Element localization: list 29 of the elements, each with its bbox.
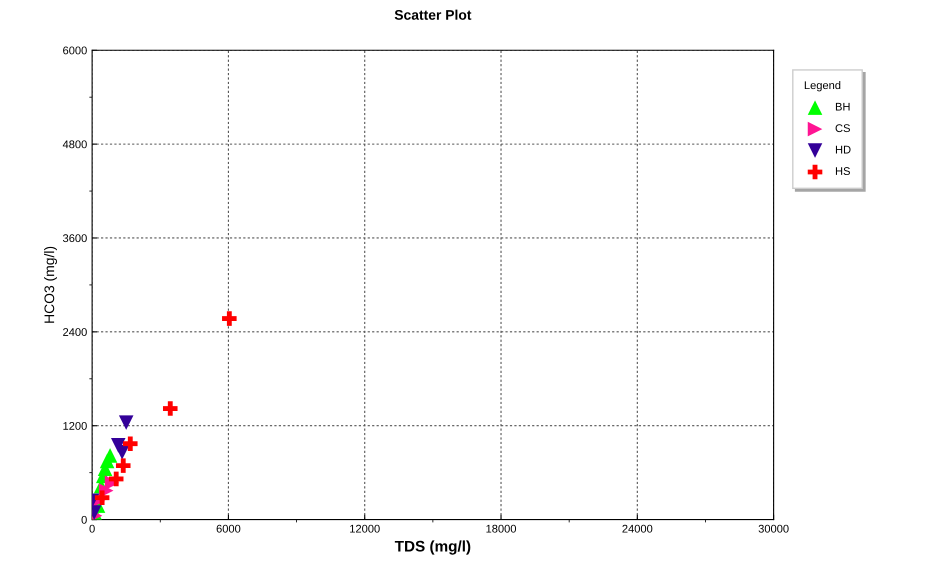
point	[116, 458, 131, 473]
chart-title: Scatter Plot	[394, 10, 472, 20]
point	[222, 311, 237, 326]
legend-title: Legend	[804, 80, 840, 92]
legend-label: HS	[836, 167, 850, 176]
x-tick-label: 0	[89, 524, 95, 533]
y-tick-label: 1200	[63, 422, 87, 430]
x-tick-label: 24000	[622, 524, 652, 533]
point	[123, 436, 138, 452]
y-tick-label: 0	[82, 516, 87, 524]
point	[162, 401, 178, 416]
x-tick-label: 18000	[486, 524, 516, 533]
point	[108, 472, 124, 486]
point	[94, 490, 110, 505]
x-tick-label: 6000	[216, 524, 240, 533]
y-tick-label: 3600	[62, 234, 87, 242]
y-tick-label: 4800	[62, 140, 87, 148]
point	[114, 445, 130, 460]
x-tick-label: 12000	[350, 524, 380, 533]
point	[102, 448, 118, 463]
point	[118, 415, 134, 430]
legend-label: CS	[836, 124, 850, 132]
y-tick-label: 2400	[63, 328, 87, 336]
y-axis-title: HCO3 (mg/l)	[44, 246, 57, 323]
legend-label: BH	[836, 102, 850, 111]
legend-label: HD	[836, 146, 851, 154]
x-axis-title: TDS (mg/l)	[394, 540, 470, 555]
y-tick-label: 6000	[63, 46, 87, 54]
x-tick-label: 30000	[758, 524, 789, 533]
